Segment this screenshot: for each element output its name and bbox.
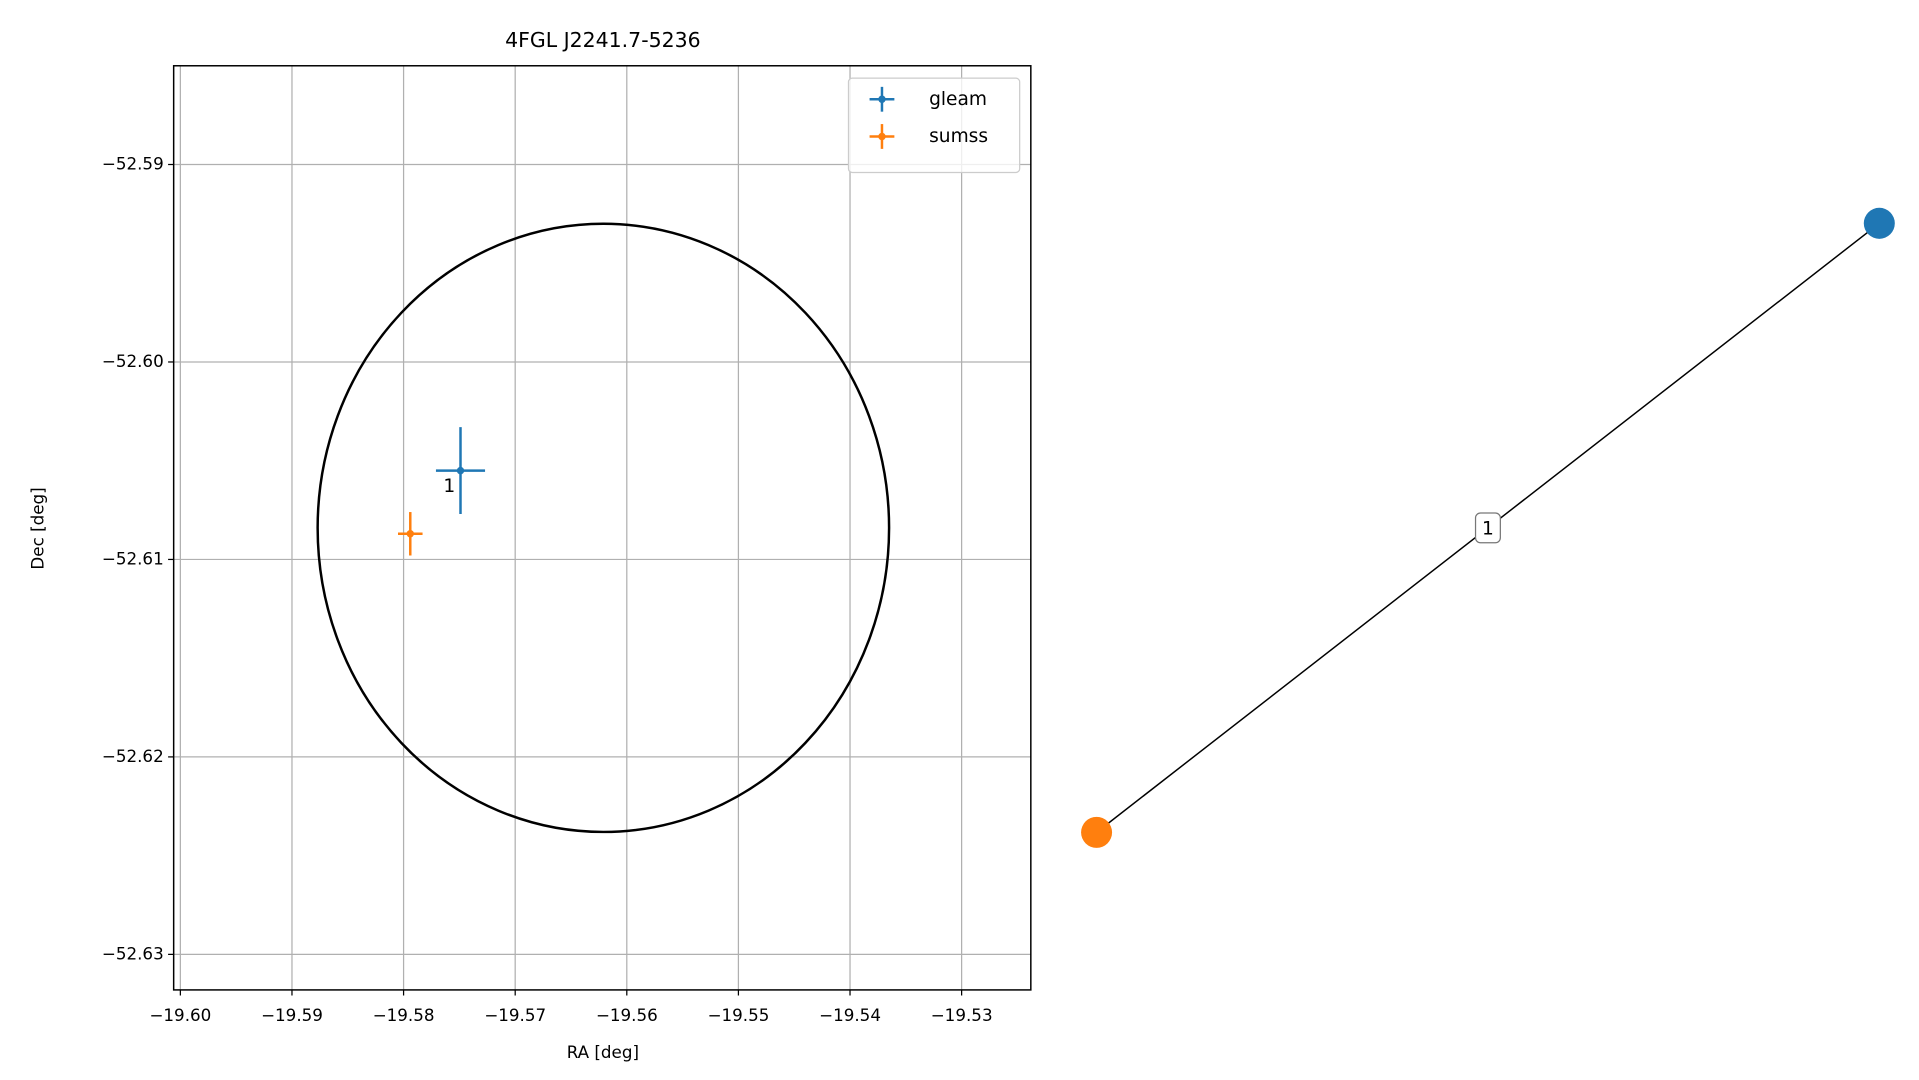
y-axis-label: Dec [deg]: [27, 487, 47, 569]
x-tick-label: −19.53: [931, 1005, 993, 1025]
legend-label: gleam: [929, 89, 987, 110]
point: [456, 466, 465, 475]
legend-marker: [878, 95, 886, 103]
x-tick-label: −19.54: [819, 1005, 881, 1025]
graph-node: [1863, 207, 1895, 239]
x-tick-label: −19.56: [596, 1005, 658, 1025]
y-tick-label: −52.60: [102, 351, 164, 371]
x-tick-label: −19.58: [373, 1005, 435, 1025]
edge-label-box: [1474, 512, 1501, 544]
y-tick-label: −52.62: [102, 746, 164, 766]
x-axis-label: RA [deg]: [567, 1042, 639, 1062]
annotation: 1: [443, 476, 455, 497]
error-ellipse: [316, 222, 891, 834]
legend-label: sumss: [929, 126, 988, 147]
graph-node: [1081, 816, 1113, 848]
point: [406, 530, 414, 538]
x-tick-label: −19.60: [149, 1005, 211, 1025]
chart-title: 4FGL J2241.7-5236: [505, 28, 701, 52]
x-tick-label: −19.55: [707, 1005, 769, 1025]
legend-marker: [878, 132, 886, 141]
x-tick-label: −19.57: [484, 1005, 546, 1025]
axes-frame: [172, 65, 1032, 991]
edge-label: 1: [1482, 519, 1494, 540]
y-tick-label: −52.63: [102, 943, 164, 963]
y-tick-label: −52.61: [102, 548, 164, 568]
y-tick-label: −52.59: [102, 154, 164, 174]
x-tick-label: −19.59: [261, 1005, 323, 1025]
legend-box: [847, 77, 1021, 174]
